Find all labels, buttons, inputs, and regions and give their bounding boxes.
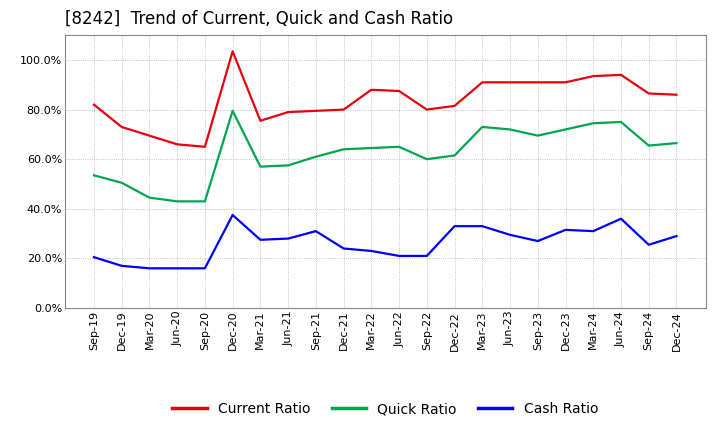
Cash Ratio	[534, 238, 542, 244]
Cash Ratio	[228, 213, 237, 218]
Current Ratio	[256, 118, 265, 123]
Cash Ratio	[256, 237, 265, 242]
Quick Ratio	[339, 147, 348, 152]
Quick Ratio	[478, 125, 487, 130]
Line: Quick Ratio: Quick Ratio	[94, 111, 677, 202]
Quick Ratio	[534, 133, 542, 138]
Cash Ratio	[644, 242, 653, 247]
Current Ratio	[505, 80, 514, 85]
Legend: Current Ratio, Quick Ratio, Cash Ratio: Current Ratio, Quick Ratio, Cash Ratio	[172, 402, 598, 416]
Cash Ratio	[505, 232, 514, 238]
Current Ratio	[616, 72, 625, 77]
Current Ratio	[367, 87, 376, 92]
Quick Ratio	[561, 127, 570, 132]
Current Ratio	[284, 110, 292, 115]
Cash Ratio	[145, 266, 154, 271]
Quick Ratio	[312, 154, 320, 159]
Current Ratio	[423, 107, 431, 112]
Current Ratio	[89, 102, 98, 107]
Current Ratio	[589, 73, 598, 79]
Current Ratio	[561, 80, 570, 85]
Current Ratio	[395, 88, 403, 94]
Current Ratio	[644, 91, 653, 96]
Quick Ratio	[589, 121, 598, 126]
Quick Ratio	[672, 140, 681, 146]
Quick Ratio	[644, 143, 653, 148]
Quick Ratio	[505, 127, 514, 132]
Quick Ratio	[450, 153, 459, 158]
Quick Ratio	[616, 119, 625, 125]
Text: [8242]  Trend of Current, Quick and Cash Ratio: [8242] Trend of Current, Quick and Cash …	[65, 10, 453, 28]
Current Ratio	[450, 103, 459, 109]
Cash Ratio	[284, 236, 292, 241]
Cash Ratio	[672, 234, 681, 239]
Quick Ratio	[173, 199, 181, 204]
Cash Ratio	[201, 266, 210, 271]
Current Ratio	[173, 142, 181, 147]
Cash Ratio	[616, 216, 625, 221]
Quick Ratio	[117, 180, 126, 185]
Cash Ratio	[395, 253, 403, 259]
Cash Ratio	[89, 254, 98, 260]
Cash Ratio	[339, 246, 348, 251]
Quick Ratio	[395, 144, 403, 150]
Quick Ratio	[367, 145, 376, 150]
Current Ratio	[478, 80, 487, 85]
Quick Ratio	[284, 163, 292, 168]
Current Ratio	[228, 49, 237, 54]
Cash Ratio	[561, 227, 570, 232]
Cash Ratio	[450, 224, 459, 229]
Cash Ratio	[589, 228, 598, 234]
Quick Ratio	[145, 195, 154, 200]
Current Ratio	[339, 107, 348, 112]
Cash Ratio	[312, 228, 320, 234]
Cash Ratio	[478, 224, 487, 229]
Quick Ratio	[256, 164, 265, 169]
Line: Cash Ratio: Cash Ratio	[94, 215, 677, 268]
Current Ratio	[534, 80, 542, 85]
Quick Ratio	[423, 157, 431, 162]
Current Ratio	[117, 125, 126, 130]
Cash Ratio	[173, 266, 181, 271]
Cash Ratio	[367, 248, 376, 253]
Current Ratio	[312, 108, 320, 114]
Line: Current Ratio: Current Ratio	[94, 51, 677, 147]
Quick Ratio	[201, 199, 210, 204]
Current Ratio	[201, 144, 210, 150]
Cash Ratio	[423, 253, 431, 259]
Quick Ratio	[89, 172, 98, 178]
Cash Ratio	[117, 263, 126, 268]
Current Ratio	[672, 92, 681, 97]
Current Ratio	[145, 133, 154, 138]
Quick Ratio	[228, 108, 237, 114]
